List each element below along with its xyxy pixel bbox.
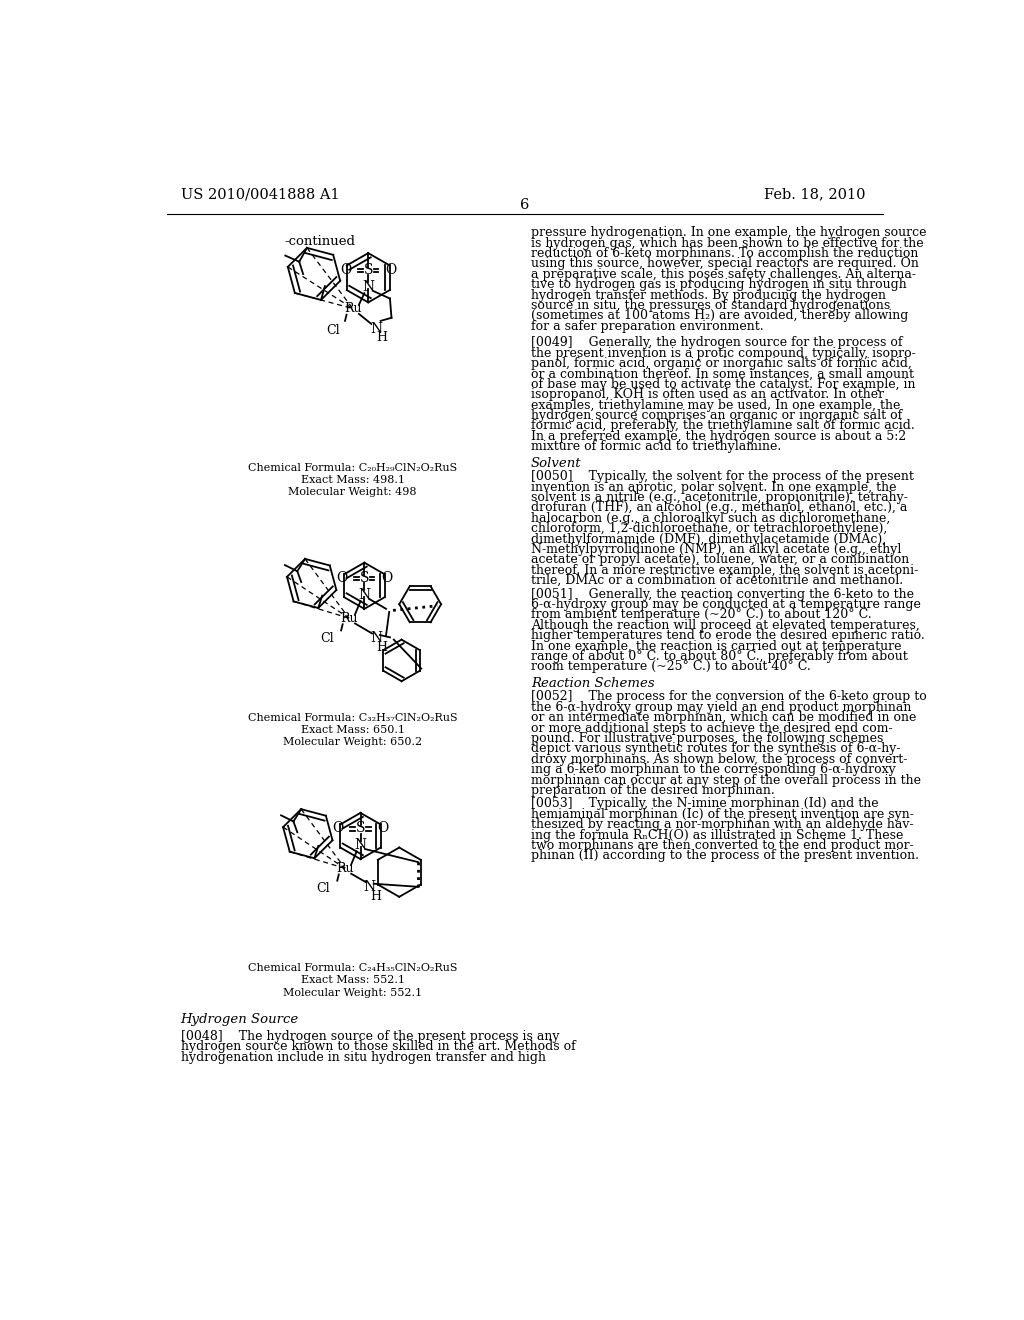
Text: Solvent: Solvent xyxy=(531,457,582,470)
Text: formic acid, preferably, the triethylamine salt of formic acid.: formic acid, preferably, the triethylami… xyxy=(531,420,914,433)
Text: In one example, the reaction is carried out at temperature: In one example, the reaction is carried … xyxy=(531,640,901,652)
Text: H: H xyxy=(377,640,388,653)
Text: pressure hydrogenation. In one example, the hydrogen source: pressure hydrogenation. In one example, … xyxy=(531,226,927,239)
Text: thesized by reacting a nor-morphinan with an aldehyde hav-: thesized by reacting a nor-morphinan wit… xyxy=(531,818,913,832)
Text: [0048]    The hydrogen source of the present process is any: [0048] The hydrogen source of the presen… xyxy=(180,1030,559,1043)
Text: range of about 0° C. to about 80° C., preferably from about: range of about 0° C. to about 80° C., pr… xyxy=(531,649,907,663)
Text: Exact Mass: 552.1: Exact Mass: 552.1 xyxy=(301,975,404,985)
Text: Cl: Cl xyxy=(316,882,330,895)
Text: acetate or propyl acetate), toluene, water, or a combination: acetate or propyl acetate), toluene, wat… xyxy=(531,553,909,566)
Text: tive to hydrogen gas is producing hydrogen in situ through: tive to hydrogen gas is producing hydrog… xyxy=(531,279,906,292)
Text: Ru: Ru xyxy=(336,862,353,875)
Text: N: N xyxy=(354,838,367,853)
Text: [0053]    Typically, the N-imine morphinan (Id) and the: [0053] Typically, the N-imine morphinan … xyxy=(531,797,879,810)
Text: invention is an aprotic, polar solvent. In one example, the: invention is an aprotic, polar solvent. … xyxy=(531,480,896,494)
Text: S: S xyxy=(359,572,369,585)
Text: Although the reaction will proceed at elevated temperatures,: Although the reaction will proceed at el… xyxy=(531,619,920,632)
Text: Molecular Weight: 552.1: Molecular Weight: 552.1 xyxy=(284,987,422,998)
Text: hemiaminal morphinan (Ic) of the present invention are syn-: hemiaminal morphinan (Ic) of the present… xyxy=(531,808,913,821)
Text: US 2010/0041888 A1: US 2010/0041888 A1 xyxy=(180,187,339,202)
Text: N: N xyxy=(370,631,382,645)
Text: [0049]    Generally, the hydrogen source for the process of: [0049] Generally, the hydrogen source fo… xyxy=(531,337,902,350)
Text: Hydrogen Source: Hydrogen Source xyxy=(180,1014,299,1026)
Text: higher temperatures tend to erode the desired epimeric ratio.: higher temperatures tend to erode the de… xyxy=(531,630,925,643)
Text: Ru: Ru xyxy=(344,302,361,315)
Text: dimethylformamide (DMF), dimethylacetamide (DMAc),: dimethylformamide (DMF), dimethylacetami… xyxy=(531,533,886,545)
Text: room temperature (~25° C.) to about 40° C.: room temperature (~25° C.) to about 40° … xyxy=(531,660,811,673)
Text: the present invention is a protic compound, typically, isopro-: the present invention is a protic compou… xyxy=(531,347,915,359)
Text: chloroform, 1,2-dichloroethane, or tetrachloroethylene),: chloroform, 1,2-dichloroethane, or tetra… xyxy=(531,523,887,535)
Text: -continued: -continued xyxy=(285,235,355,248)
Text: reduction of 6-keto morphinans. To accomplish the reduction: reduction of 6-keto morphinans. To accom… xyxy=(531,247,919,260)
Text: N: N xyxy=(362,280,375,294)
Text: halocarbon (e.g., a chloroalkyl such as dichloromethane,: halocarbon (e.g., a chloroalkyl such as … xyxy=(531,512,890,525)
Text: morphinan can occur at any step of the overall process in the: morphinan can occur at any step of the o… xyxy=(531,774,921,787)
Text: Cl: Cl xyxy=(321,631,334,644)
Text: pound. For illustrative purposes, the following schemes: pound. For illustrative purposes, the fo… xyxy=(531,733,884,744)
Text: hydrogenation include in situ hydrogen transfer and high: hydrogenation include in situ hydrogen t… xyxy=(180,1051,546,1064)
Text: phinan (II) according to the process of the present invention.: phinan (II) according to the process of … xyxy=(531,850,919,862)
Text: of base may be used to activate the catalyst. For example, in: of base may be used to activate the cata… xyxy=(531,378,915,391)
Text: hydrogen transfer methods. By producing the hydrogen: hydrogen transfer methods. By producing … xyxy=(531,289,886,301)
Text: mixture of formic acid to triethylamine.: mixture of formic acid to triethylamine. xyxy=(531,441,781,453)
Text: the 6-α-hydroxy group may yield an end product morphinan: the 6-α-hydroxy group may yield an end p… xyxy=(531,701,911,714)
Text: O: O xyxy=(378,821,388,836)
Text: Cl: Cl xyxy=(327,323,340,337)
Text: Chemical Formula: C₃₂H₃₇ClN₂O₂RuS: Chemical Formula: C₃₂H₃₇ClN₂O₂RuS xyxy=(248,713,458,723)
Text: drofuran (THF), an alcohol (e.g., methanol, ethanol, etc.), a: drofuran (THF), an alcohol (e.g., methan… xyxy=(531,502,907,515)
Text: O: O xyxy=(336,572,347,585)
Text: O: O xyxy=(340,263,351,277)
Text: Feb. 18, 2010: Feb. 18, 2010 xyxy=(764,187,865,202)
Text: H: H xyxy=(371,890,382,903)
Text: solvent is a nitrile (e.g., acetonitrile, propionitrile), tetrahy-: solvent is a nitrile (e.g., acetonitrile… xyxy=(531,491,908,504)
Text: Chemical Formula: C₂₀H₂₉ClN₂O₂RuS: Chemical Formula: C₂₀H₂₉ClN₂O₂RuS xyxy=(248,462,458,473)
Text: preparation of the desired morphinan.: preparation of the desired morphinan. xyxy=(531,784,775,797)
Text: 6: 6 xyxy=(520,198,529,213)
Text: ing a 6-keto morphinan to the corresponding 6-α-hydroxy: ing a 6-keto morphinan to the correspond… xyxy=(531,763,896,776)
Text: [0052]    The process for the conversion of the 6-keto group to: [0052] The process for the conversion of… xyxy=(531,690,927,704)
Text: depict various synthetic routes for the synthesis of 6-α-hy-: depict various synthetic routes for the … xyxy=(531,742,900,755)
Text: H: H xyxy=(377,331,388,345)
Text: [0051]    Generally, the reaction converting the 6-keto to the: [0051] Generally, the reaction convertin… xyxy=(531,587,914,601)
Text: droxy morphinans. As shown below, the process of convert-: droxy morphinans. As shown below, the pr… xyxy=(531,752,907,766)
Text: two morphinans are then converted to the end product mor-: two morphinans are then converted to the… xyxy=(531,840,913,853)
Text: O: O xyxy=(385,263,396,277)
Text: 6-α-hydroxy group may be conducted at a temperature range: 6-α-hydroxy group may be conducted at a … xyxy=(531,598,921,611)
Text: N-methylpyrrolidinone (NMP), an alkyl acetate (e.g., ethyl: N-methylpyrrolidinone (NMP), an alkyl ac… xyxy=(531,543,901,556)
Text: O: O xyxy=(381,572,392,585)
Text: O: O xyxy=(333,821,344,836)
Text: examples, triethylamine may be used. In one example, the: examples, triethylamine may be used. In … xyxy=(531,399,900,412)
Text: Exact Mass: 498.1: Exact Mass: 498.1 xyxy=(301,475,404,484)
Text: for a safer preparation environment.: for a safer preparation environment. xyxy=(531,319,764,333)
Text: N: N xyxy=(364,880,376,894)
Text: In a preferred example, the hydrogen source is about a 5:2: In a preferred example, the hydrogen sou… xyxy=(531,430,906,442)
Text: source in situ, the pressures of standard hydrogenations: source in situ, the pressures of standar… xyxy=(531,298,890,312)
Text: hydrogen source comprises an organic or inorganic salt of: hydrogen source comprises an organic or … xyxy=(531,409,902,422)
Text: S: S xyxy=(355,821,366,836)
Text: using this source, however, special reactors are required. On: using this source, however, special reac… xyxy=(531,257,919,271)
Text: Exact Mass: 650.1: Exact Mass: 650.1 xyxy=(301,725,404,735)
Text: trile, DMAc or a combination of acetonitrile and methanol.: trile, DMAc or a combination of acetonit… xyxy=(531,574,903,587)
Text: panol, formic acid, organic or inorganic salts of formic acid,: panol, formic acid, organic or inorganic… xyxy=(531,358,912,370)
Text: is hydrogen gas, which has been shown to be effective for the: is hydrogen gas, which has been shown to… xyxy=(531,236,924,249)
Text: N: N xyxy=(358,587,371,602)
Text: S: S xyxy=(364,263,373,277)
Text: Chemical Formula: C₂₄H₃₅ClN₂O₂RuS: Chemical Formula: C₂₄H₃₅ClN₂O₂RuS xyxy=(248,964,458,973)
Text: Reaction Schemes: Reaction Schemes xyxy=(531,677,654,690)
Text: or more additional steps to achieve the desired end com-: or more additional steps to achieve the … xyxy=(531,722,893,735)
Text: hydrogen source known to those skilled in the art. Methods of: hydrogen source known to those skilled i… xyxy=(180,1040,575,1053)
Text: Molecular Weight: 498: Molecular Weight: 498 xyxy=(289,487,417,498)
Text: or a combination thereof. In some instances, a small amount: or a combination thereof. In some instan… xyxy=(531,367,914,380)
Text: from ambient temperature (~20° C.) to about 120° C.: from ambient temperature (~20° C.) to ab… xyxy=(531,609,871,622)
Text: Molecular Weight: 650.2: Molecular Weight: 650.2 xyxy=(284,738,422,747)
Text: ing the formula RₙCH(O) as illustrated in Scheme 1. These: ing the formula RₙCH(O) as illustrated i… xyxy=(531,829,903,842)
Text: isopropanol, KOH is often used as an activator. In other: isopropanol, KOH is often used as an act… xyxy=(531,388,884,401)
Text: Ru: Ru xyxy=(340,611,357,624)
Text: [0050]    Typically, the solvent for the process of the present: [0050] Typically, the solvent for the pr… xyxy=(531,470,913,483)
Text: (sometimes at 100 atoms H₂) are avoided, thereby allowing: (sometimes at 100 atoms H₂) are avoided,… xyxy=(531,309,908,322)
Text: thereof. In a more restrictive example, the solvent is acetoni-: thereof. In a more restrictive example, … xyxy=(531,564,919,577)
Text: a preparative scale, this poses safety challenges. An alterna-: a preparative scale, this poses safety c… xyxy=(531,268,916,281)
Text: N: N xyxy=(370,322,382,335)
Text: or an intermediate morphinan, which can be modified in one: or an intermediate morphinan, which can … xyxy=(531,711,916,725)
